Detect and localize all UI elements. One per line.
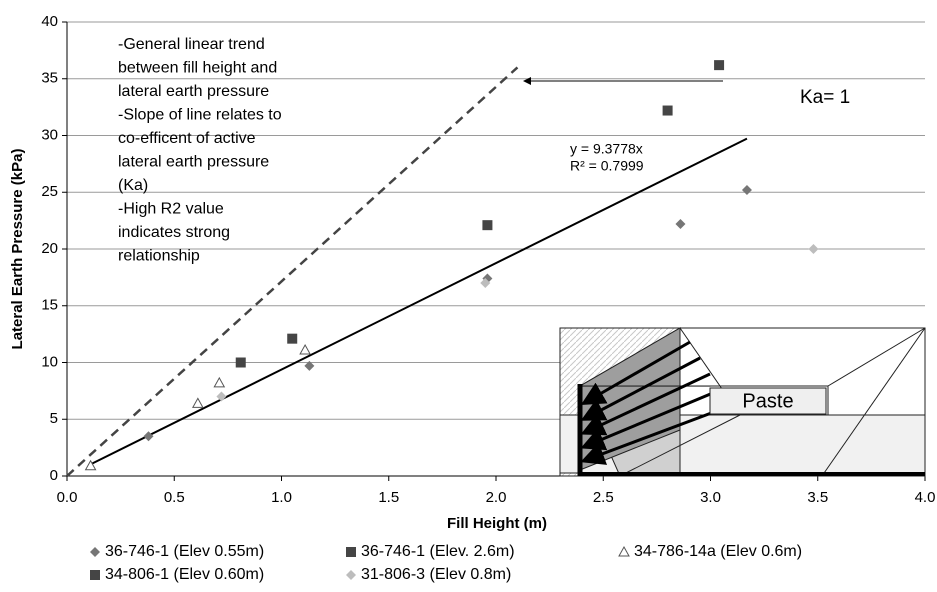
legend-marker <box>619 547 629 556</box>
x-axis-label: Fill Height (m) <box>447 515 547 532</box>
x-tick-label: 3.0 <box>700 489 721 506</box>
annotation: -General linear trend <box>118 36 265 53</box>
x-tick-label: 0.0 <box>57 489 78 506</box>
annotation: between fill height and <box>118 60 277 77</box>
marker <box>193 398 203 407</box>
trend-r2: R² = 0.7999 <box>570 158 644 174</box>
y-tick-label: 0 <box>50 467 58 484</box>
annotation: (Ka) <box>118 177 148 194</box>
marker <box>214 378 224 387</box>
legend-marker <box>90 547 100 557</box>
legend-marker <box>346 570 356 580</box>
y-tick-label: 30 <box>41 126 58 143</box>
y-tick-label: 20 <box>41 240 58 257</box>
annotation: relationship <box>118 248 200 265</box>
annotation: indicates strong <box>118 224 230 241</box>
legend-label: 36-746-1 (Elev. 2.6m) <box>361 543 515 560</box>
inset-diagram: Paste <box>560 328 925 476</box>
trend-equation: y = 9.3778x <box>570 141 643 157</box>
x-tick-label: 3.5 <box>807 489 828 506</box>
y-axis-label: Lateral Earth Pressure (kPa) <box>9 149 26 350</box>
marker <box>482 220 492 230</box>
ka-line <box>67 67 517 476</box>
y-tick-label: 35 <box>41 70 58 87</box>
y-tick-label: 25 <box>41 183 58 200</box>
x-tick-label: 2.0 <box>486 489 507 506</box>
annotation: co-efficent of active <box>118 130 256 147</box>
marker <box>663 106 673 116</box>
y-tick-label: 5 <box>50 410 58 427</box>
legend-label: 34-806-1 (Elev 0.60m) <box>105 566 264 583</box>
inset-label: Paste <box>742 390 793 412</box>
x-tick-label: 1.5 <box>378 489 399 506</box>
x-tick-label: 1.0 <box>271 489 292 506</box>
ka-label: Ka= 1 <box>800 87 850 108</box>
marker <box>808 244 818 254</box>
marker <box>236 358 246 368</box>
marker <box>714 60 724 70</box>
marker <box>675 219 685 229</box>
y-tick-label: 10 <box>41 353 58 370</box>
marker <box>742 185 752 195</box>
x-tick-label: 2.5 <box>593 489 614 506</box>
annotation: lateral earth pressure <box>118 154 269 171</box>
legend-marker <box>346 547 356 557</box>
legend-marker <box>90 570 100 580</box>
y-tick-label: 40 <box>41 13 58 30</box>
annotation: -Slope of line relates to <box>118 107 282 124</box>
annotation: -High R2 value <box>118 201 224 218</box>
y-tick-label: 15 <box>41 297 58 314</box>
annotation: lateral earth pressure <box>118 83 269 100</box>
legend-label: 34-786-14a (Elev 0.6m) <box>634 543 802 560</box>
marker <box>300 345 310 354</box>
x-tick-label: 0.5 <box>164 489 185 506</box>
legend-label: 36-746-1 (Elev 0.55m) <box>105 543 264 560</box>
x-tick-label: 4.0 <box>915 489 936 506</box>
marker <box>287 334 297 344</box>
legend-label: 31-806-3 (Elev 0.8m) <box>361 566 511 583</box>
